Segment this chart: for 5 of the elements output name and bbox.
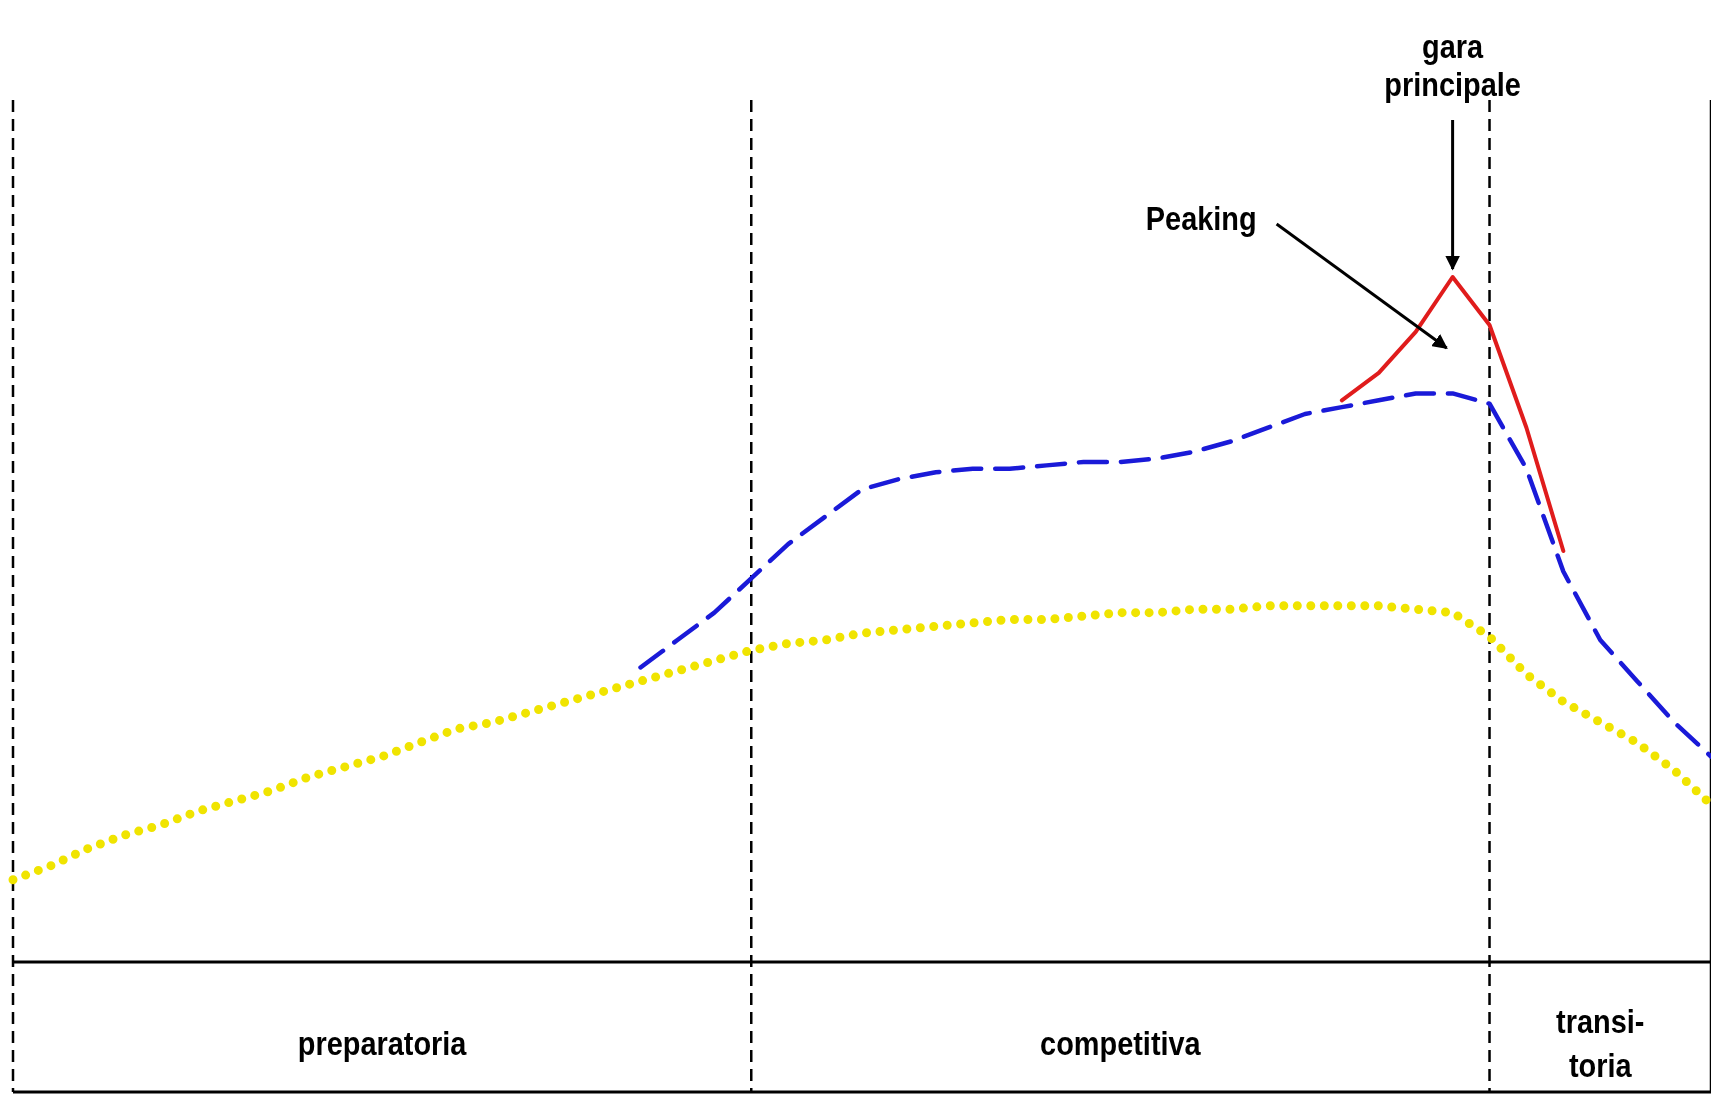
- text: gara principale: [1384, 26, 1521, 104]
- text: competitiva: [1040, 1023, 1202, 1063]
- text: preparatoria: [297, 1023, 467, 1063]
- text: transi- toria: [1556, 1001, 1645, 1085]
- text: Peaking: [1145, 198, 1257, 238]
